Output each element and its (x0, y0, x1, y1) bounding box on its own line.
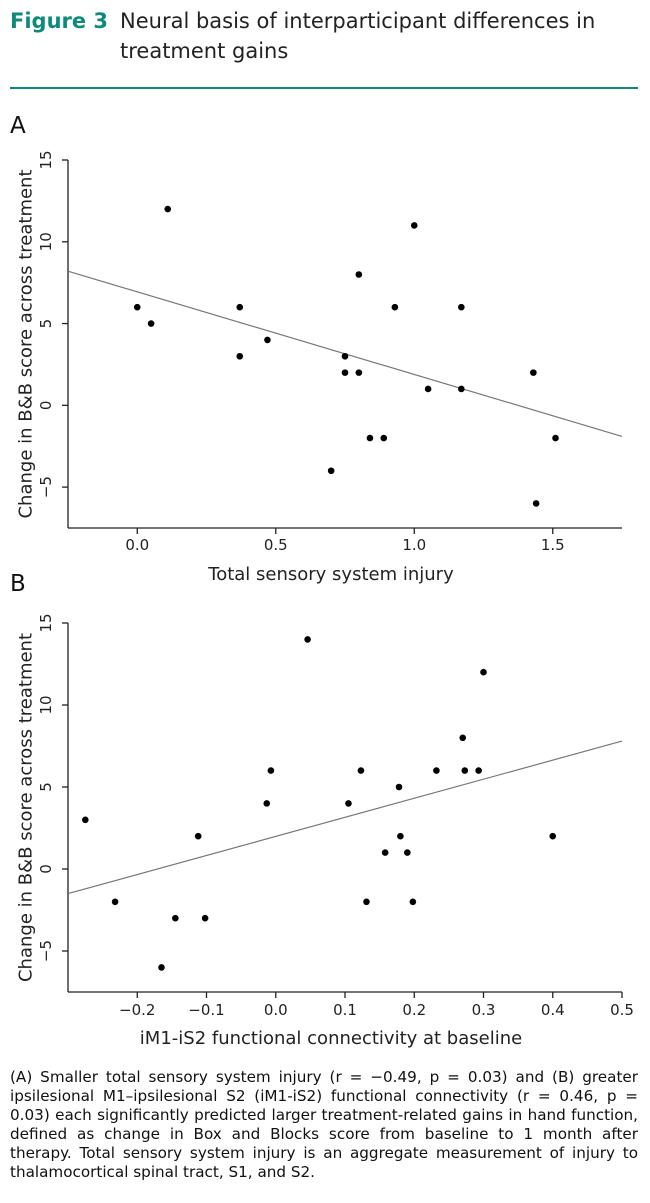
panel-b-scatter-plot: −0.2 −0.1 0.0 0.1 0.2 0.3 0.4 0.5 −5 0 5 10 15 iM1-iS… (16, 613, 634, 1049)
x-tick-label: −0.2 (119, 1001, 155, 1019)
x-axis-label: iM1-iS2 functional connectivity at basel… (140, 1028, 522, 1049)
x-tick-label: 0.5 (264, 536, 288, 554)
data-point (158, 964, 165, 971)
y-tick-label: 5 (37, 319, 55, 329)
data-point (355, 369, 363, 376)
y-tick-label: 0 (37, 864, 55, 874)
data-point (341, 352, 349, 360)
data-point (267, 767, 275, 774)
data-point (461, 767, 469, 774)
data-point (380, 434, 388, 442)
data-point (82, 816, 89, 824)
data-point (111, 898, 119, 906)
data-point (164, 205, 172, 213)
y-tick-label: 10 (37, 232, 55, 251)
x-tick-label: 0.0 (125, 536, 149, 554)
x-tick-label: 0.5 (610, 1001, 634, 1019)
x-tick-label: 1.5 (541, 536, 565, 554)
data-point (304, 636, 311, 643)
data-point (391, 303, 399, 311)
data-point (409, 898, 417, 906)
x-tick-label: 0.3 (472, 1001, 496, 1019)
data-point (236, 352, 244, 360)
regression-line (67, 740, 623, 895)
y-axis-label: Change in B&B score across treatment (16, 169, 37, 518)
data-point (345, 800, 352, 807)
data-point (133, 303, 141, 311)
x-tick-label: 0.0 (264, 1001, 288, 1019)
data-point (341, 369, 349, 376)
data-point (424, 385, 432, 393)
data-point (263, 800, 271, 807)
data-point (357, 767, 365, 774)
data-point (459, 734, 467, 742)
y-tick-label: −5 (37, 476, 55, 498)
x-tick-label: −0.1 (188, 1001, 224, 1019)
data-point (381, 849, 389, 856)
x-tick-label: 1.0 (402, 536, 426, 554)
x-tick-label: 0.1 (333, 1001, 357, 1019)
y-tick-label: 5 (37, 782, 55, 792)
data-point (201, 914, 209, 922)
data-point (172, 914, 179, 922)
y-tick-label: −5 (37, 940, 55, 962)
figure-header: Figure 3 Neural basis of interparticipan… (10, 6, 640, 63)
data-point (458, 303, 465, 311)
data-point (397, 832, 404, 840)
figure-label: Figure 3 (10, 9, 109, 33)
y-tick-label: 0 (37, 401, 55, 411)
x-tick-label: 0.4 (541, 1001, 565, 1019)
data-point (458, 385, 465, 393)
data-point (147, 320, 155, 327)
data-point (552, 434, 559, 442)
data-point (532, 500, 540, 507)
data-point (395, 783, 403, 791)
figure-caption: (A) Smaller total sensory system injury … (10, 1068, 638, 1181)
x-tick-label: 0.2 (402, 1001, 426, 1019)
x-axis-label: Total sensory system injury (207, 564, 454, 585)
data-point (327, 467, 335, 475)
data-point (355, 271, 363, 278)
panel-a-scatter-plot: 0.0 0.5 1.0 1.5 −5 0 5 10 15 Total sensory system… (16, 150, 623, 585)
data-point (194, 832, 202, 840)
figure-title: Neural basis of interparticipant differe… (120, 9, 596, 63)
data-point (480, 668, 487, 676)
header-divider (10, 87, 638, 89)
y-axis-label: Change in B&B score across treatment (16, 633, 37, 982)
panel-b-letter: B (10, 571, 26, 597)
y-tick-label: 10 (37, 695, 55, 714)
data-point (475, 767, 482, 774)
panel-a-letter: A (10, 113, 26, 139)
data-point (410, 222, 418, 229)
data-point (404, 849, 411, 856)
data-point (236, 303, 244, 311)
data-point (530, 369, 537, 376)
y-tick-label: 15 (37, 613, 55, 632)
data-point (264, 336, 271, 344)
data-point (433, 767, 440, 774)
data-point (549, 832, 557, 840)
data-point (363, 898, 370, 906)
data-point (366, 434, 374, 442)
y-tick-label: 15 (37, 150, 55, 169)
